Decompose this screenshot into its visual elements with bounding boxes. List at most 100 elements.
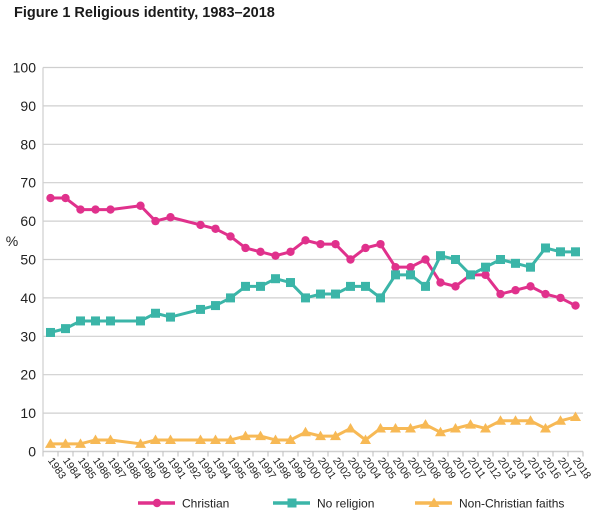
data-point [570, 411, 581, 421]
data-point [466, 270, 475, 280]
data-point [151, 216, 160, 226]
data-point [45, 438, 56, 448]
data-point [375, 422, 386, 433]
legend-item: No religion [273, 497, 374, 511]
legend-item: Christian [138, 497, 229, 511]
data-point [405, 422, 416, 433]
data-point [391, 270, 400, 280]
data-point [451, 282, 460, 291]
data-point [165, 434, 176, 444]
data-point [406, 262, 415, 272]
data-point [211, 224, 220, 233]
y-tick-label: 40 [20, 290, 36, 306]
y-tick-label: 100 [13, 60, 37, 76]
data-point [525, 415, 536, 425]
legend-label: Christian [182, 497, 229, 511]
data-point [346, 281, 355, 291]
data-point [480, 422, 491, 433]
data-point [301, 236, 310, 245]
data-point [406, 270, 415, 280]
data-point [106, 205, 115, 214]
legend-marker [152, 498, 162, 508]
data-point [541, 289, 550, 299]
y-tick-label: 10 [20, 405, 36, 421]
data-point [451, 255, 460, 264]
legend-marker [428, 497, 440, 507]
data-point [555, 415, 566, 425]
data-point [226, 232, 235, 241]
data-point [495, 415, 506, 425]
legend-label: Non-Christian faiths [459, 497, 564, 511]
data-point [210, 434, 221, 444]
data-point [211, 301, 220, 311]
data-point [271, 251, 280, 260]
y-tick-label: 20 [20, 367, 36, 383]
data-point [151, 308, 160, 318]
data-point [541, 243, 550, 253]
data-point [271, 274, 280, 284]
legend-item: Non-Christian faiths [415, 497, 564, 511]
data-point [421, 255, 430, 264]
series-group [45, 193, 581, 448]
data-point [46, 193, 55, 203]
data-point [105, 434, 116, 444]
y-tick-label: 60 [20, 213, 36, 229]
data-point [106, 316, 115, 326]
data-point [76, 316, 85, 326]
data-point [91, 205, 100, 214]
data-point [75, 438, 86, 448]
data-point [135, 438, 146, 448]
legend-label: No religion [317, 497, 374, 511]
data-point [316, 239, 325, 249]
y-axis-ticks: 0 10 20 30 40 50 60 70 80 90 100 [13, 60, 37, 460]
legend-marker [287, 498, 297, 508]
data-point [286, 247, 295, 257]
y-tick-label: 70 [20, 175, 36, 191]
legend: Christian No religion Non-Christian faiths [138, 497, 564, 511]
data-point [331, 239, 340, 249]
chart-title: Figure 1 Religious identity, 1983–2018 [14, 5, 275, 21]
series-christian [46, 193, 580, 310]
data-point [436, 251, 445, 261]
data-point [571, 301, 580, 310]
data-point [481, 262, 490, 272]
series-line [50, 246, 576, 334]
data-point [136, 316, 145, 326]
data-point [240, 430, 251, 441]
data-point [256, 281, 265, 291]
data-point [511, 258, 520, 268]
data-point [315, 430, 326, 441]
data-point [496, 289, 505, 299]
data-point [241, 281, 250, 291]
data-point [556, 247, 565, 257]
data-point [540, 422, 551, 433]
data-point [61, 324, 70, 334]
data-point [61, 193, 70, 203]
gridlines [43, 66, 583, 414]
data-point [90, 434, 101, 444]
data-point [60, 438, 71, 448]
data-point [46, 327, 55, 337]
data-point [255, 430, 266, 441]
data-point [390, 422, 401, 433]
data-point [270, 434, 281, 444]
data-point [196, 220, 205, 230]
x-axis-ticks: 1983198419851986198719881989199019911992… [42, 451, 593, 481]
data-point [421, 281, 430, 291]
data-point [346, 255, 355, 264]
series-non-christian-faiths [45, 411, 581, 448]
data-point [345, 422, 356, 433]
data-point [136, 201, 145, 210]
data-point [316, 289, 325, 299]
data-point [256, 247, 265, 257]
y-tick-label: 30 [20, 328, 36, 344]
y-tick-label: 50 [20, 252, 36, 268]
data-point [420, 419, 431, 429]
y-tick-label: 0 [28, 444, 36, 460]
data-point [376, 293, 385, 303]
series-line [50, 196, 577, 307]
data-point [285, 434, 296, 444]
data-point [166, 312, 175, 322]
data-point [195, 434, 206, 444]
data-point [526, 262, 535, 272]
